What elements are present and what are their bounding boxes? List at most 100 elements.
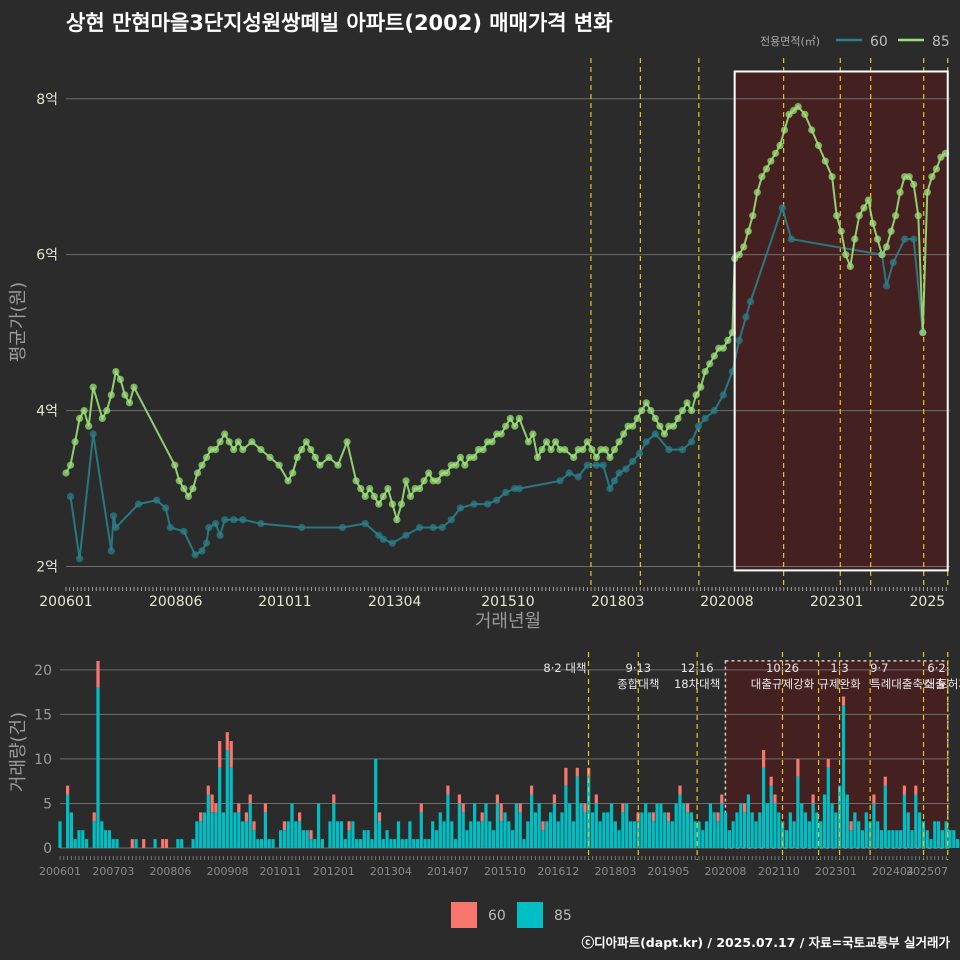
point-85 xyxy=(542,438,551,446)
bar-85 xyxy=(682,803,686,848)
bottom-x-tick-label: 200601 xyxy=(39,865,81,878)
point-60 xyxy=(484,500,492,508)
point-60 xyxy=(447,516,455,524)
point-60 xyxy=(239,516,247,524)
bottom-y-axis-title: 거래량(건) xyxy=(8,712,29,792)
point-60 xyxy=(216,531,224,539)
point-85 xyxy=(293,453,301,461)
point-85 xyxy=(216,438,224,446)
point-85 xyxy=(311,453,319,461)
bar-85 xyxy=(309,839,313,848)
point-60 xyxy=(134,500,143,508)
point-85 xyxy=(719,344,727,352)
bar-85 xyxy=(499,821,503,848)
policy-label: 대출규제강화 xyxy=(751,677,815,691)
bar-85 xyxy=(495,803,499,848)
point-85 xyxy=(107,391,115,399)
bar-85 xyxy=(739,803,743,848)
bar-85 xyxy=(191,839,195,848)
bar-85 xyxy=(602,812,606,848)
point-85 xyxy=(762,165,771,173)
point-85 xyxy=(869,219,877,228)
point-60 xyxy=(298,523,306,532)
point-85 xyxy=(89,383,97,391)
bar-85 xyxy=(845,794,849,848)
bottom-legend: 60 85 xyxy=(451,902,572,928)
point-60 xyxy=(610,477,619,485)
bar-85 xyxy=(621,812,625,848)
bar-85 xyxy=(210,812,214,848)
bar-85 xyxy=(533,812,537,848)
point-85 xyxy=(701,368,709,376)
top-x-tick-label: 202301 xyxy=(810,594,863,610)
bar-85 xyxy=(777,812,781,848)
point-60 xyxy=(76,555,84,563)
bar-60 xyxy=(495,794,499,804)
point-85 xyxy=(239,446,247,454)
point-85 xyxy=(642,399,650,407)
point-85 xyxy=(325,453,333,461)
point-60 xyxy=(456,504,464,512)
point-85 xyxy=(910,180,918,189)
policy-label: 18차대책 xyxy=(674,677,720,691)
bar-85 xyxy=(454,839,458,848)
point-60 xyxy=(198,547,206,555)
bar-85 xyxy=(826,767,830,848)
bar-85 xyxy=(221,812,226,848)
point-60 xyxy=(379,535,387,543)
bar-85 xyxy=(279,830,283,848)
bar-85 xyxy=(282,830,286,848)
top-y-tick-label: 8억 xyxy=(36,92,58,108)
point-85 xyxy=(606,453,614,461)
point-85 xyxy=(506,414,514,422)
point-85 xyxy=(125,399,134,407)
point-85 xyxy=(221,430,229,438)
point-85 xyxy=(184,492,192,500)
bar-85 xyxy=(358,839,363,848)
bar-60 xyxy=(332,794,336,804)
bar-85 xyxy=(571,821,576,848)
point-85 xyxy=(62,469,70,477)
bar-85 xyxy=(803,812,808,848)
point-85 xyxy=(189,485,197,493)
bar-85 xyxy=(552,803,556,848)
point-60 xyxy=(493,496,501,504)
point-85 xyxy=(384,485,392,493)
bar-85 xyxy=(906,812,910,848)
point-85 xyxy=(402,477,410,485)
point-85 xyxy=(98,414,106,422)
point-85 xyxy=(461,461,469,469)
point-85 xyxy=(620,430,628,438)
point-60 xyxy=(688,438,696,446)
point-60 xyxy=(635,449,644,458)
point-85 xyxy=(753,188,761,196)
bar-85 xyxy=(857,821,861,848)
top-x-tick-label: 2025 xyxy=(910,594,946,610)
bar-85 xyxy=(267,839,271,848)
bar-85 xyxy=(480,821,484,848)
point-60 xyxy=(257,520,265,528)
bar-60 xyxy=(347,821,351,831)
bar-85 xyxy=(518,812,522,848)
bottom-x-tick-label: 201803 xyxy=(594,865,636,878)
point-85 xyxy=(771,149,780,157)
point-85 xyxy=(579,446,587,454)
point-85 xyxy=(366,485,374,493)
bar-85 xyxy=(606,812,610,848)
point-60 xyxy=(221,516,229,524)
bar-85 xyxy=(256,839,260,848)
bar-85 xyxy=(860,830,865,848)
point-85 xyxy=(416,485,424,493)
point-85 xyxy=(814,141,823,150)
point-85 xyxy=(592,453,601,461)
top-x-tick-label: 201510 xyxy=(481,594,534,610)
point-85 xyxy=(873,235,882,243)
bar-60 xyxy=(248,794,252,804)
bar-85 xyxy=(465,830,469,848)
bar-85 xyxy=(754,821,758,848)
bar-85 xyxy=(77,830,81,848)
bar-85 xyxy=(579,803,583,848)
bar-85 xyxy=(233,812,237,848)
point-85 xyxy=(846,262,854,270)
point-85 xyxy=(212,446,220,454)
